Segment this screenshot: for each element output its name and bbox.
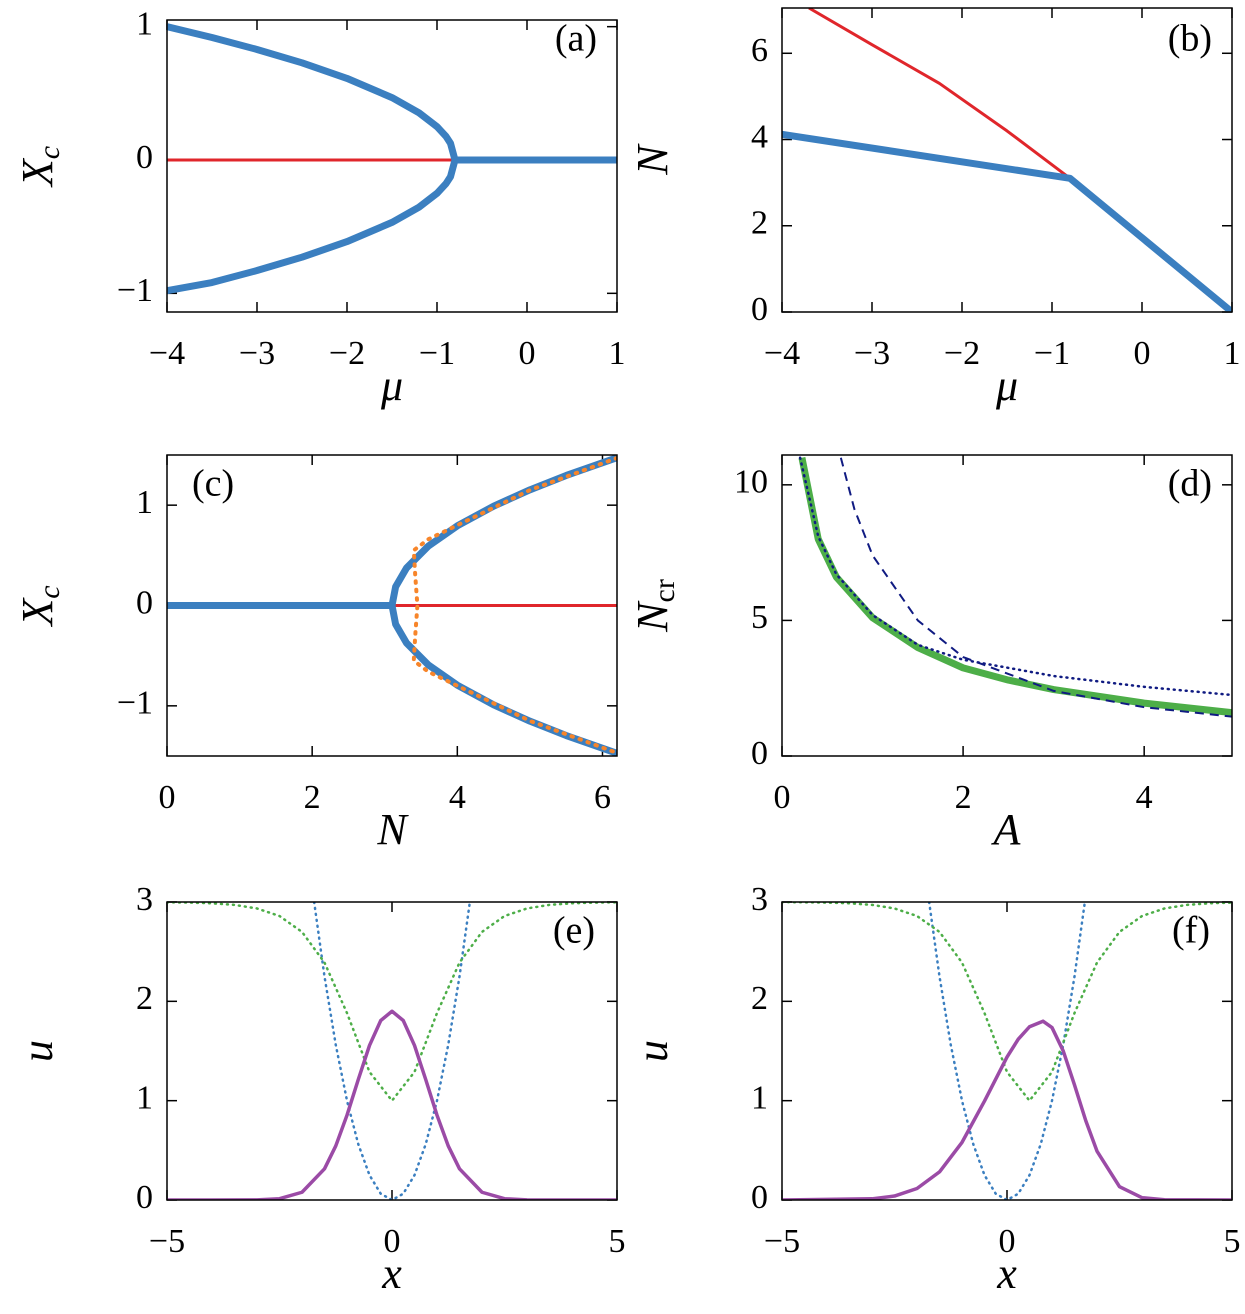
y-axis-label-sub: cr: [648, 579, 681, 602]
x-tick-label: 0: [519, 335, 536, 372]
x-axis-label: A: [991, 805, 1022, 854]
x-axis-label: μ: [380, 361, 403, 410]
data-line: [411, 456, 617, 755]
y-axis-label-main: X: [13, 597, 62, 628]
x-axis-label: x: [996, 1249, 1017, 1298]
x-tick-label: 4: [449, 779, 466, 816]
data-line: [782, 130, 1232, 312]
plot-frame: [781, 901, 1233, 1201]
x-axis-label: N: [376, 805, 409, 854]
y-axis-label: u: [13, 1040, 62, 1062]
x-tick-label: −4: [764, 335, 800, 372]
y-tick-label: 1: [136, 5, 153, 42]
y-tick-label: 0: [751, 291, 768, 328]
panel-label: (d): [1168, 463, 1212, 505]
y-tick-label: 0: [136, 1179, 153, 1216]
x-tick-label: 4: [1136, 779, 1153, 816]
panel-label: (a): [555, 18, 597, 60]
x-tick-label: −3: [239, 335, 275, 372]
panel-label: (f): [1172, 910, 1210, 952]
data-line: [167, 902, 617, 1102]
x-tick-label: 2: [304, 779, 321, 816]
panel: −4 −3 −2 −1 0 1 0 2 4 6 (b) μ N: [628, 7, 1241, 410]
y-tick-label: 0: [136, 584, 153, 621]
x-tick-label: −4: [149, 335, 185, 372]
y-tick-label: 2: [136, 980, 153, 1017]
y-tick-label: −1: [117, 272, 153, 309]
data-line: [808, 8, 1071, 180]
x-axis-label: μ: [995, 361, 1018, 410]
data-line: [782, 1019, 1232, 1200]
y-tick-label: 1: [136, 484, 153, 521]
y-tick-label: 5: [751, 599, 768, 636]
x-tick-label: 6: [594, 779, 611, 816]
y-axis-label-sub: c: [33, 585, 66, 598]
y-axis-label-sub: c: [33, 146, 66, 159]
x-tick-label: 0: [999, 1223, 1016, 1260]
x-tick-label: 1: [1224, 335, 1241, 372]
y-tick-label: 0: [751, 735, 768, 772]
y-tick-label: 0: [136, 139, 153, 176]
x-tick-label: 0: [159, 779, 176, 816]
data-line: [798, 456, 1232, 697]
data-line: [798, 457, 1232, 717]
x-tick-label: 0: [384, 1223, 401, 1260]
x-tick-label: −3: [854, 335, 890, 372]
y-tick-label: 10: [734, 464, 768, 501]
plot-frame: [781, 454, 1233, 757]
x-tick-label: 5: [609, 1223, 626, 1260]
data-line: [312, 902, 472, 1200]
x-tick-label: −5: [149, 1223, 185, 1260]
data-line: [167, 1009, 617, 1200]
plot-frame: [166, 19, 618, 313]
panel-label: (c): [192, 463, 234, 505]
plot-frame: [166, 901, 618, 1201]
panel: −4 −3 −2 −1 0 1 −1 0 1 (a) μ Xc: [13, 5, 625, 410]
panel: −5 0 5 0 1 2 3 (f) x u: [628, 881, 1240, 1298]
y-tick-label: 2: [751, 980, 768, 1017]
y-tick-label: −1: [117, 685, 153, 722]
y-axis-label: Ncr: [628, 579, 681, 633]
y-axis-label-main: u: [13, 1040, 62, 1062]
panel: 0 2 4 6 −1 0 1 (c) N Xc: [13, 454, 618, 854]
x-tick-label: −5: [764, 1223, 800, 1260]
x-tick-label: 0: [774, 779, 791, 816]
y-axis-label: u: [628, 1040, 677, 1062]
panel-label: (e): [553, 910, 595, 952]
x-tick-label: −2: [944, 335, 980, 372]
y-axis-label-main: X: [13, 157, 62, 188]
y-tick-label: 3: [751, 881, 768, 918]
y-axis-label: N: [628, 143, 677, 176]
panel: 0 2 4 0 5 10 (d) A Ncr: [628, 454, 1233, 854]
x-tick-label: −1: [419, 335, 455, 372]
y-tick-label: 4: [751, 118, 768, 155]
plot-frame: [781, 7, 1233, 313]
y-axis-label: Xc: [13, 585, 66, 627]
y-tick-label: 2: [751, 205, 768, 242]
data-line: [927, 902, 1087, 1200]
y-tick-label: 1: [751, 1079, 768, 1116]
y-tick-label: 0: [751, 1179, 768, 1216]
x-tick-label: −2: [329, 335, 365, 372]
data-line: [782, 902, 1232, 1102]
y-axis-label: Xc: [13, 146, 66, 188]
y-tick-label: 6: [751, 32, 768, 69]
x-tick-label: −1: [1034, 335, 1070, 372]
x-tick-label: 5: [1224, 1223, 1241, 1260]
panel: −5 0 5 0 1 2 3 (e) x u: [13, 881, 625, 1298]
data-line: [839, 457, 1232, 718]
y-axis-label-main: N: [628, 600, 677, 633]
y-tick-label: 3: [136, 881, 153, 918]
x-tick-label: 0: [1134, 335, 1151, 372]
x-axis-label: x: [381, 1249, 402, 1298]
y-axis-label-main: u: [628, 1040, 677, 1062]
y-axis-label-main: N: [628, 143, 677, 176]
panel-label: (b): [1168, 18, 1212, 60]
y-tick-label: 1: [136, 1079, 153, 1116]
x-tick-label: 2: [955, 779, 972, 816]
x-tick-label: 1: [609, 335, 626, 372]
plot-frame: [166, 454, 618, 757]
